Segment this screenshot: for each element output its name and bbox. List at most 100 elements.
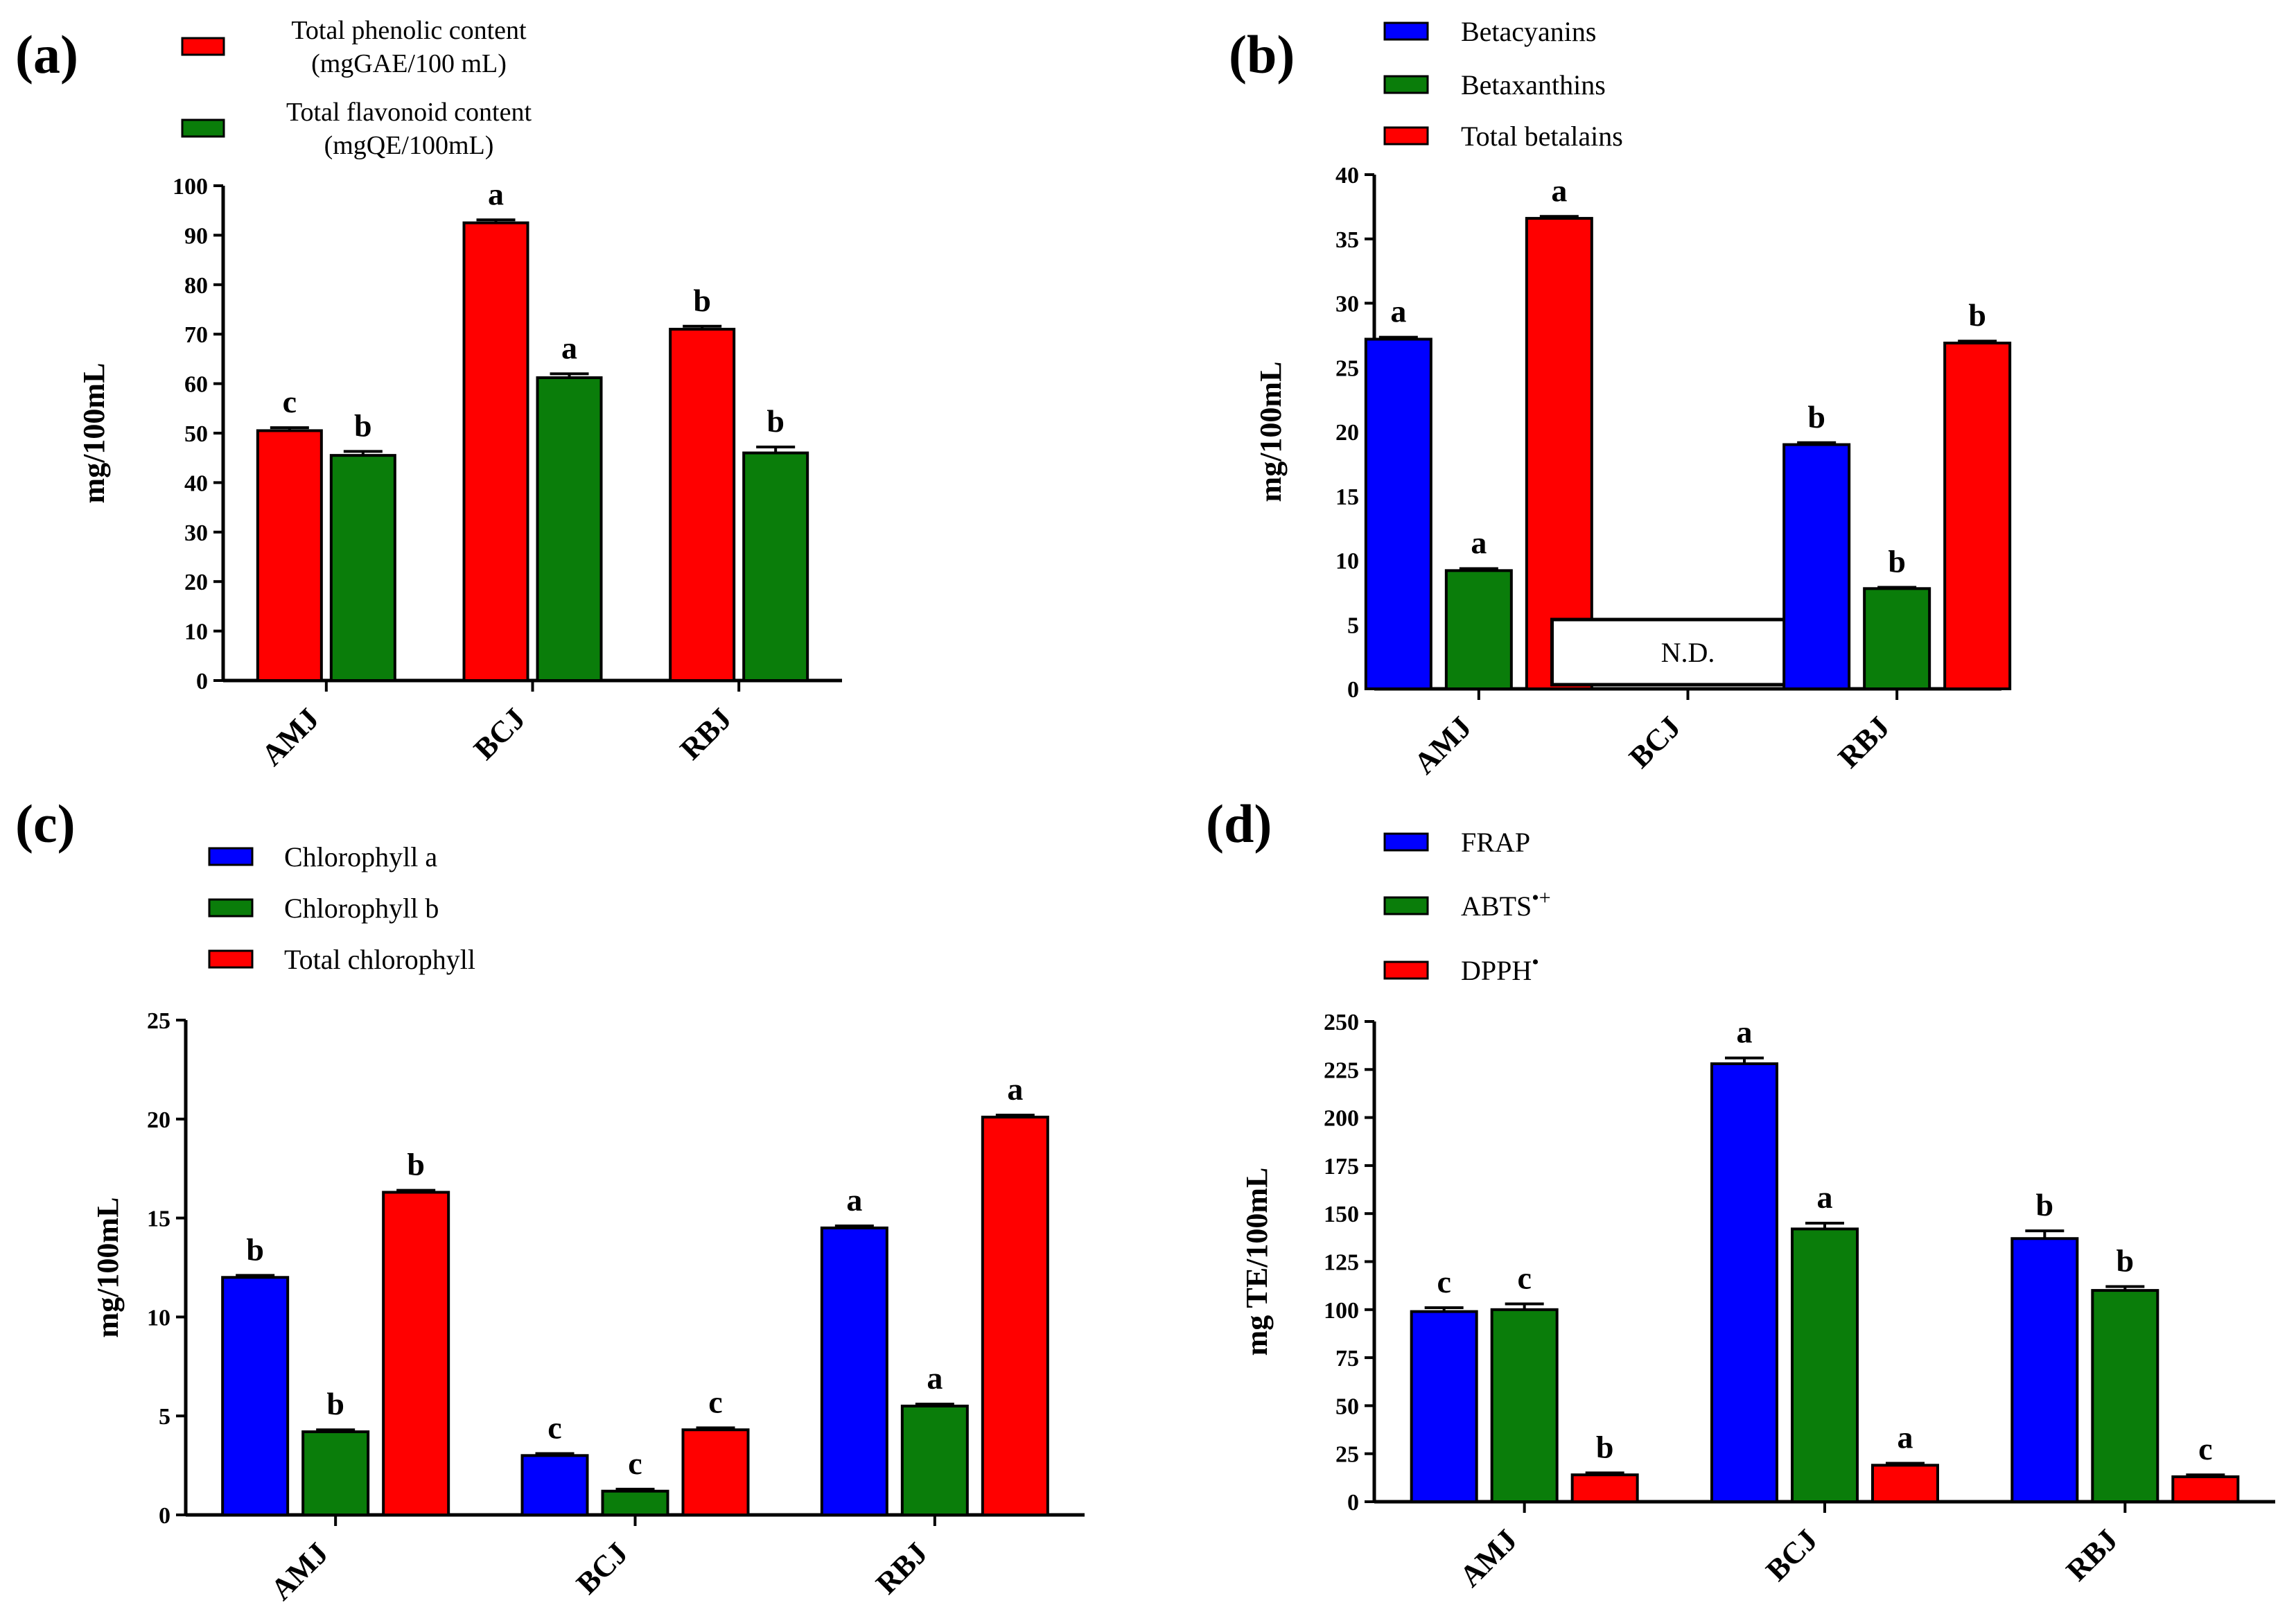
- bar-amj-blue: [1364, 337, 1432, 690]
- bar-rbj-red: [2171, 1475, 2240, 1504]
- bar-rbj-red: [669, 328, 736, 682]
- significance-letter: b: [1596, 1429, 1614, 1464]
- y-tick-label: 125: [1324, 1250, 1359, 1276]
- legend-label: (mgGAE/100 mL): [311, 49, 507, 78]
- legend-label: Total betalains: [1461, 121, 1623, 152]
- y-tick-label: 50: [1335, 1394, 1359, 1419]
- x-tick-label: BCJ: [570, 1536, 634, 1600]
- bar-amj-red: [256, 429, 323, 682]
- significance-letter: c: [2198, 1431, 2212, 1466]
- panel-a: (a) Total phenolic content (mgGAE/100 mL) T…: [15, 16, 842, 772]
- y-tick-label: 80: [184, 273, 208, 299]
- y-axis-label: mg TE/100mL: [1240, 1168, 1274, 1356]
- bar-bcj-red: [1871, 1464, 1939, 1504]
- significance-letter: a: [1817, 1179, 1833, 1215]
- significance-letter: a: [1390, 294, 1406, 329]
- legend-swatch-green: [208, 898, 254, 918]
- y-axis-label: mg/100mL: [91, 1198, 125, 1338]
- panel-label: (d): [1206, 793, 1272, 854]
- bar-bcj-red: [681, 1428, 750, 1516]
- x-tick-label: BCJ: [1622, 710, 1687, 774]
- panel-label: (c): [15, 793, 76, 854]
- x-tick-label: AMJ: [1408, 710, 1478, 780]
- significance-letter: b: [2036, 1187, 2054, 1222]
- y-tick-label: 0: [196, 669, 208, 694]
- y-tick-label: 10: [1335, 549, 1359, 574]
- significance-letter: b: [2117, 1243, 2135, 1279]
- bar-amj-red: [1570, 1473, 1639, 1503]
- y-tick-label: 10: [147, 1305, 170, 1331]
- y-tick-label: 40: [184, 471, 208, 496]
- x-tick-label: RBJ: [2060, 1523, 2124, 1587]
- y-tick-label: 175: [1324, 1154, 1359, 1179]
- legend-label: Betacyanins: [1461, 16, 1597, 47]
- significance-letter: c: [1517, 1260, 1531, 1295]
- panel-b: (b) Betacyanins Betaxanthins Total betalain…: [1229, 16, 2012, 780]
- significance-letter: b: [1807, 399, 1825, 435]
- significance-letter: b: [326, 1386, 344, 1421]
- x-tick-label: RBJ: [674, 701, 738, 766]
- legend-swatch-green: [1383, 896, 1429, 915]
- legend-swatch-blue: [1383, 832, 1429, 852]
- bar-amj-blue: [1410, 1310, 1478, 1504]
- legend-swatch-blue: [1383, 21, 1429, 41]
- legend-label: FRAP: [1461, 827, 1530, 858]
- significance-letter: c: [547, 1410, 561, 1445]
- y-tick-label: 150: [1324, 1202, 1359, 1227]
- bar-rbj-blue: [1782, 443, 1851, 690]
- legend-label: Total flavonoid content: [286, 98, 532, 127]
- y-tick-label: 20: [1335, 420, 1359, 446]
- bar-rbj-blue: [820, 1226, 888, 1516]
- y-axis-label: mg/100mL: [1254, 362, 1288, 502]
- x-tick-label: AMJ: [264, 1536, 335, 1606]
- bar-amj-green: [1490, 1308, 1559, 1504]
- y-tick-label: 30: [1335, 292, 1359, 317]
- y-tick-label: 5: [1347, 613, 1359, 638]
- bar-amj-green: [329, 454, 396, 682]
- bar-bcj-green: [536, 376, 603, 682]
- legend-label: Chlorophyll b: [284, 893, 439, 924]
- significance-letter: c: [708, 1384, 722, 1419]
- significance-letter: a: [1007, 1071, 1023, 1107]
- y-tick-label: 20: [147, 1107, 170, 1133]
- bar-rbj-blue: [2010, 1237, 2079, 1503]
- y-tick-label: 10: [184, 620, 208, 645]
- y-tick-label: 0: [159, 1503, 170, 1529]
- significance-letter: c: [628, 1446, 642, 1481]
- significance-letter: b: [693, 283, 711, 318]
- y-tick-label: 25: [147, 1008, 170, 1034]
- y-tick-label: 225: [1324, 1058, 1359, 1083]
- y-tick-label: 50: [184, 421, 208, 447]
- legend-label: DPPH•: [1461, 951, 1539, 986]
- bar-amj-red: [1525, 217, 1593, 690]
- x-tick-label: BCJ: [1760, 1523, 1824, 1587]
- legend-label: Total phenolic content: [291, 16, 527, 45]
- y-tick-label: 0: [1347, 1490, 1359, 1516]
- y-tick-label: 30: [184, 520, 208, 546]
- y-tick-label: 100: [1324, 1298, 1359, 1324]
- legend-label: ABTS•+: [1461, 886, 1551, 922]
- x-tick-label: RBJ: [1832, 710, 1896, 774]
- legend-swatch-green: [181, 119, 225, 138]
- significance-letter: a: [488, 176, 504, 211]
- y-tick-label: 15: [1335, 484, 1359, 510]
- legend-label: (mgQE/100mL): [324, 131, 494, 160]
- y-tick-label: 35: [1335, 227, 1359, 253]
- significance-letter: a: [1898, 1420, 1913, 1455]
- legend-swatch-red: [1383, 126, 1429, 146]
- legend-swatch-red: [181, 37, 225, 56]
- bar-bcj-blue: [1710, 1062, 1778, 1503]
- y-tick-label: 15: [147, 1207, 170, 1232]
- y-tick-label: 5: [159, 1404, 170, 1430]
- bar-amj-green: [301, 1430, 370, 1517]
- y-tick-label: 40: [1335, 163, 1359, 188]
- y-tick-label: 60: [184, 372, 208, 398]
- bar-amj-green: [1444, 569, 1513, 691]
- significance-letter: a: [1471, 525, 1487, 561]
- y-tick-label: 20: [184, 570, 208, 595]
- legend-swatch-red: [1383, 960, 1429, 980]
- legend-swatch-blue: [208, 847, 254, 866]
- y-tick-label: 250: [1324, 1010, 1359, 1035]
- significance-letter: b: [407, 1147, 425, 1182]
- nd-box: [1550, 617, 1825, 687]
